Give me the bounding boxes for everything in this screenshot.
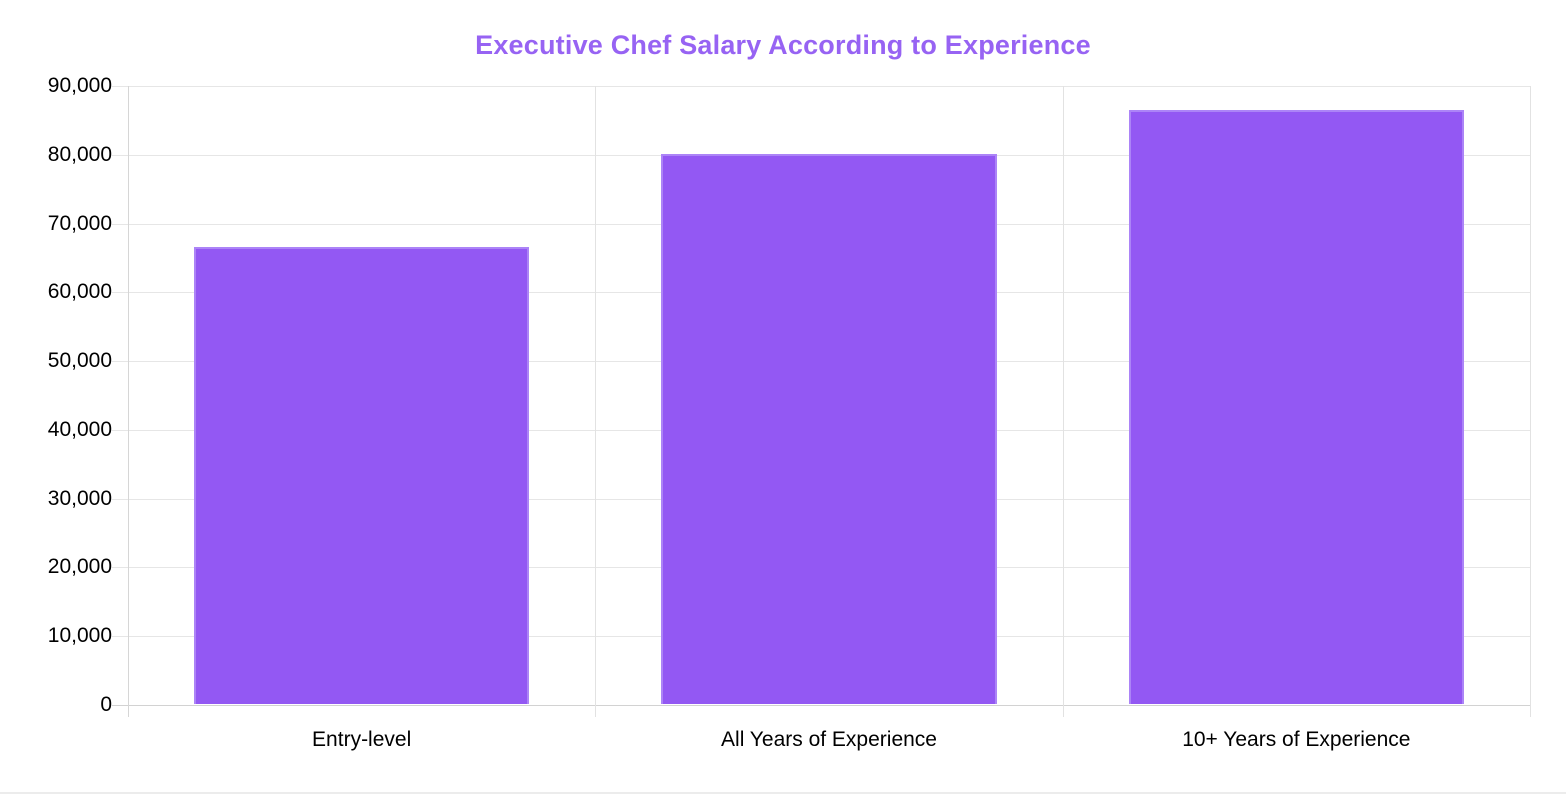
gridline-horizontal bbox=[112, 86, 1530, 87]
gridline-vertical bbox=[595, 86, 596, 717]
y-tick-label: 30,000 bbox=[47, 486, 112, 510]
y-tick-label: 50,000 bbox=[47, 349, 112, 373]
x-axis-baseline bbox=[112, 705, 1530, 706]
y-tick-label: 10,000 bbox=[47, 624, 112, 648]
chart-title: Executive Chef Salary According to Exper… bbox=[475, 30, 1091, 60]
y-tick-label: 80,000 bbox=[47, 142, 112, 166]
bar-10-years-of-experience bbox=[1128, 109, 1464, 704]
y-axis-line bbox=[128, 86, 129, 717]
y-tick-label: 20,000 bbox=[47, 555, 112, 579]
y-tick-label: 90,000 bbox=[47, 74, 112, 97]
plot-area bbox=[112, 86, 1531, 717]
bar-all-years-of-experience bbox=[661, 153, 997, 704]
y-tick-label: 60,000 bbox=[47, 280, 112, 304]
bar-entry-level bbox=[194, 247, 530, 704]
y-tick-label: 70,000 bbox=[47, 211, 112, 235]
y-tick-label: 0 bbox=[100, 693, 112, 716]
y-tick-label: 40,000 bbox=[47, 417, 112, 441]
x-tick-label: Entry-level bbox=[312, 728, 412, 751]
x-tick-label: 10+ Years of Experience bbox=[1182, 728, 1411, 751]
x-tick-label: All Years of Experience bbox=[721, 728, 937, 751]
gridline-vertical bbox=[1530, 86, 1531, 717]
gridline-vertical bbox=[1063, 86, 1064, 717]
